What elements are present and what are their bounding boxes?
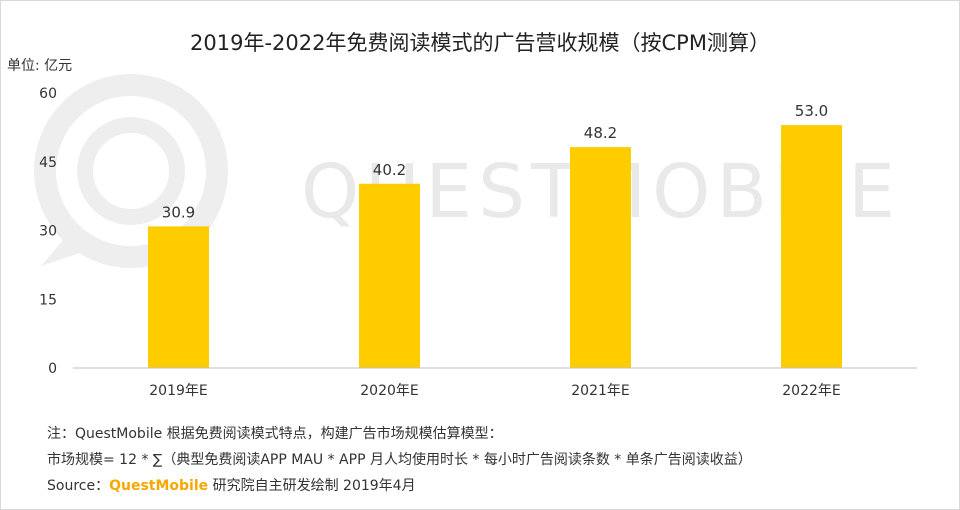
x-tick-label: 2021年E — [571, 383, 629, 399]
bar — [781, 125, 842, 368]
note-line-1: 注：QuestMobile 根据免费阅读模式特点，构建广告市场规模估算模型： — [47, 426, 503, 442]
source-line: Source：QuestMobile 研究院自主研发绘制 2019年4月 — [47, 473, 752, 499]
x-tick-label: 2022年E — [782, 383, 840, 399]
bar — [148, 226, 209, 368]
bar — [570, 147, 631, 368]
y-tick-label: 15 — [39, 292, 57, 308]
bar — [359, 183, 420, 368]
bars: 30.9 40.2 48.2 53.0 — [148, 102, 842, 368]
y-tick-label: 60 — [39, 86, 57, 102]
note-line-2: 市场规模= 12 * ∑（典型免费阅读APP MAU * APP 月人均使用时长… — [47, 452, 752, 468]
y-axis: 0 15 30 45 60 — [39, 86, 57, 377]
y-tick-label: 0 — [48, 361, 57, 377]
bar-value-label: 40.2 — [373, 161, 406, 179]
x-tick-label: 2020年E — [360, 383, 418, 399]
questmobile-logo-watermark-icon — [34, 74, 228, 268]
bar-value-label: 48.2 — [584, 124, 617, 142]
source-suffix: 研究院自主研发绘制 2019年4月 — [208, 478, 416, 494]
source-prefix: Source： — [47, 478, 110, 494]
chart-title: 2019年-2022年免费阅读模式的广告营收规模（按CPM测算） — [190, 31, 770, 55]
y-tick-label: 45 — [39, 155, 57, 171]
source-brand: QuestMobile — [109, 478, 209, 494]
unit-label: 单位: 亿元 — [7, 58, 73, 74]
bar-value-label: 30.9 — [162, 203, 195, 221]
bar-value-label: 53.0 — [795, 102, 828, 120]
x-tick-label: 2019年E — [149, 383, 207, 399]
footnotes: 注：QuestMobile 根据免费阅读模式特点，构建广告市场规模估算模型： 市… — [47, 421, 752, 499]
x-axis: 2019年E 2020年E 2021年E 2022年E — [149, 383, 840, 399]
y-tick-label: 30 — [39, 224, 57, 240]
